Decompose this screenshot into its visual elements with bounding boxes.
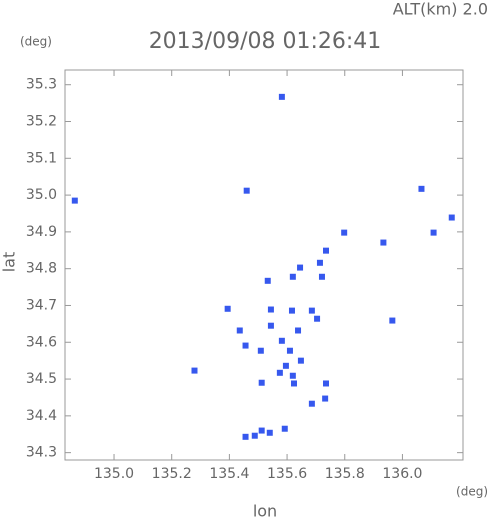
y-tick-label: 34.3 [26, 445, 57, 461]
echo-point [308, 307, 315, 314]
echo-point [341, 229, 348, 236]
echo-point [290, 380, 297, 387]
echo-point [314, 315, 321, 322]
echo-point [258, 427, 265, 434]
echo-point [297, 357, 304, 364]
y-tick-label: 34.9 [26, 224, 57, 240]
x-tick-label: 135.8 [325, 466, 365, 482]
echo-point [224, 305, 231, 312]
echo-point [242, 433, 249, 440]
y-tick-label: 34.8 [26, 261, 57, 277]
echo-point [448, 214, 455, 221]
echo-point [278, 337, 285, 344]
y-unit: (deg) [20, 35, 52, 49]
echo-point [264, 277, 271, 284]
x-tick-label: 136.0 [382, 466, 422, 482]
echo-point [267, 306, 274, 313]
echo-point [243, 187, 250, 194]
echo-point [318, 273, 325, 280]
echo-point [316, 259, 323, 266]
echo-point [276, 369, 283, 376]
echo-point [71, 197, 78, 204]
echo-point [323, 380, 330, 387]
echo-point [308, 400, 315, 407]
echo-point [191, 367, 198, 374]
y-tick-label: 34.6 [26, 334, 57, 350]
echo-point [282, 362, 289, 369]
y-tick-label: 35.2 [26, 114, 57, 130]
y-tick-label: 35.0 [26, 187, 57, 203]
echo-point [286, 347, 293, 354]
echo-point [236, 327, 243, 334]
echo-point [258, 379, 265, 386]
x-tick-label: 135.0 [94, 466, 134, 482]
echo-point [430, 229, 437, 236]
x-axis-label: lon [253, 502, 277, 521]
altitude-annotation: ALT(km) 2.0 [393, 0, 488, 19]
echo-point [289, 372, 296, 379]
echo-point [242, 342, 249, 349]
x-tick-label: 135.2 [152, 466, 192, 482]
chart-title: 2013/09/08 01:26:41 [149, 29, 382, 54]
echo-point [266, 429, 273, 436]
x-tick-label: 135.6 [267, 466, 307, 482]
y-tick-label: 34.7 [26, 297, 57, 313]
x-unit: (deg) [456, 485, 488, 499]
y-tick-label: 34.5 [26, 371, 57, 387]
echo-point [297, 264, 304, 271]
y-axis-label: lat [0, 252, 19, 273]
plot-frame [64, 69, 464, 461]
y-tick-label: 35.3 [26, 77, 57, 93]
echo-point [288, 307, 295, 314]
echo-point [257, 347, 264, 354]
y-tick-label: 35.1 [26, 150, 57, 166]
echo-point [323, 247, 330, 254]
echo-point [289, 273, 296, 280]
y-tick-label: 34.4 [26, 408, 57, 424]
echo-point [322, 395, 329, 402]
echo-point [418, 185, 425, 192]
echo-point [267, 322, 274, 329]
x-tick-label: 135.4 [209, 466, 249, 482]
echo-point [281, 425, 288, 432]
echo-point [389, 317, 396, 324]
echo-point [251, 432, 258, 439]
echo-point [278, 93, 285, 100]
echo-point [380, 239, 387, 246]
echo-point [295, 327, 302, 334]
